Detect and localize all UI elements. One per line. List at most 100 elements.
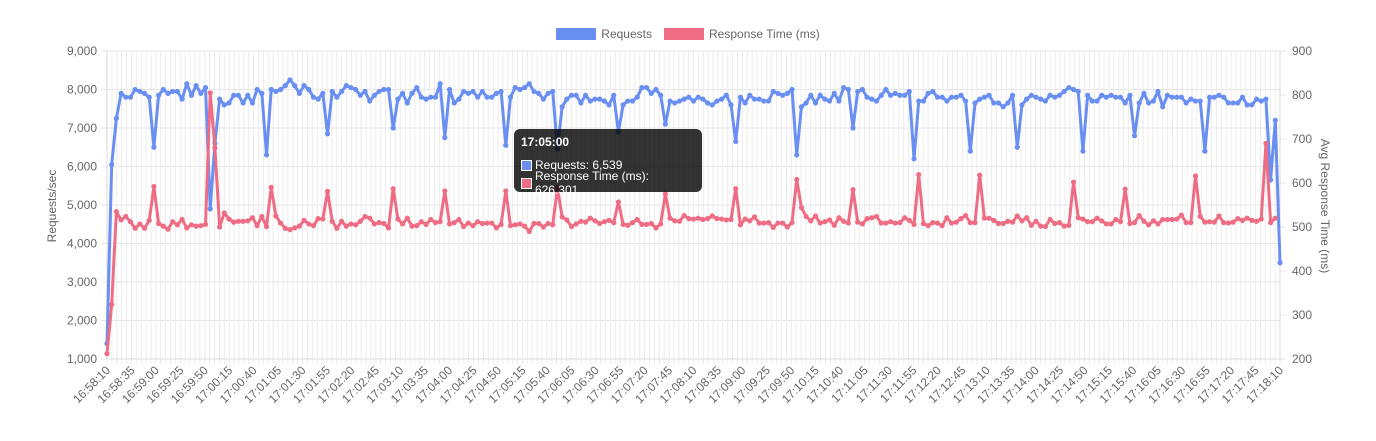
point-response-time xyxy=(207,90,213,96)
point-requests xyxy=(883,86,889,93)
point-response-time xyxy=(794,176,800,183)
point-response-time xyxy=(503,188,509,194)
point-requests xyxy=(1089,98,1095,104)
point-requests xyxy=(1033,94,1039,100)
point-response-time xyxy=(428,216,434,223)
point-response-time xyxy=(1056,220,1063,226)
point-response-time xyxy=(113,209,119,215)
point-response-time xyxy=(1150,218,1156,224)
point-requests xyxy=(531,88,537,95)
point-response-time xyxy=(995,220,1002,227)
point-response-time xyxy=(362,213,368,220)
point-response-time xyxy=(1146,222,1152,228)
point-requests xyxy=(953,94,959,100)
point-requests xyxy=(385,86,392,93)
point-response-time xyxy=(601,219,607,225)
point-requests xyxy=(484,94,490,100)
point-requests xyxy=(948,94,955,100)
point-response-time xyxy=(620,221,626,227)
point-response-time xyxy=(1188,220,1194,226)
point-response-time xyxy=(733,186,739,192)
legend-item-requests[interactable]: Requests xyxy=(556,27,652,41)
point-requests xyxy=(977,96,983,102)
point-requests xyxy=(695,94,701,100)
point-requests xyxy=(568,92,575,98)
point-response-time xyxy=(1183,220,1189,226)
point-requests xyxy=(141,90,148,96)
point-response-time xyxy=(531,220,537,227)
point-response-time xyxy=(770,224,776,231)
point-requests xyxy=(873,98,880,104)
point-requests xyxy=(249,100,256,106)
point-requests xyxy=(1005,100,1011,106)
point-requests xyxy=(1019,102,1025,108)
point-response-time xyxy=(934,220,941,226)
point-requests xyxy=(367,98,373,104)
point-response-time xyxy=(484,220,490,226)
point-requests xyxy=(1009,92,1016,98)
point-requests xyxy=(1244,102,1250,108)
point-requests xyxy=(963,98,969,104)
point-response-time xyxy=(334,225,340,231)
point-response-time xyxy=(118,217,124,223)
point-requests xyxy=(470,88,476,95)
point-requests xyxy=(676,98,683,104)
point-response-time xyxy=(742,216,748,222)
point-requests xyxy=(761,98,767,104)
point-response-time xyxy=(390,186,396,192)
point-requests xyxy=(1113,94,1119,100)
point-response-time xyxy=(597,220,603,227)
point-requests xyxy=(376,88,382,95)
point-response-time xyxy=(310,223,317,229)
point-requests xyxy=(1122,100,1128,106)
point-response-time xyxy=(1122,186,1128,192)
point-response-time xyxy=(475,219,481,225)
point-response-time xyxy=(517,221,523,227)
point-response-time xyxy=(226,216,232,222)
point-requests xyxy=(1042,98,1048,104)
point-response-time xyxy=(911,221,917,227)
y-tick-label: 1,000 xyxy=(67,352,97,366)
legend-item-response-time[interactable]: Response Time (ms) xyxy=(664,27,820,41)
point-response-time xyxy=(202,221,209,227)
point-response-time xyxy=(287,227,293,233)
point-requests xyxy=(118,90,124,96)
point-requests xyxy=(855,88,861,95)
point-requests xyxy=(371,92,378,98)
point-response-time xyxy=(948,220,955,226)
point-response-time xyxy=(409,223,415,229)
point-response-time xyxy=(653,225,659,231)
point-response-time xyxy=(1000,220,1006,227)
point-requests xyxy=(188,92,195,98)
point-requests xyxy=(864,94,870,100)
point-requests xyxy=(428,94,434,100)
point-requests xyxy=(306,86,312,93)
point-response-time xyxy=(887,219,894,225)
point-requests xyxy=(146,94,152,100)
point-response-time xyxy=(747,218,753,224)
y-tick-label: 4,000 xyxy=(67,237,97,251)
point-requests xyxy=(981,94,988,100)
point-requests xyxy=(756,96,762,102)
point-response-time xyxy=(672,218,678,224)
point-response-time xyxy=(812,213,819,219)
point-response-time xyxy=(493,225,500,231)
point-response-time xyxy=(1089,219,1095,225)
point-response-time xyxy=(1174,216,1180,222)
point-response-time xyxy=(789,220,795,226)
point-response-time xyxy=(751,214,758,220)
point-requests xyxy=(995,100,1002,106)
point-requests xyxy=(465,90,471,96)
point-requests xyxy=(625,98,631,104)
point-requests xyxy=(446,86,453,93)
point-response-time xyxy=(353,222,359,228)
point-requests xyxy=(639,84,645,91)
point-requests xyxy=(803,100,809,106)
tooltip-row-response-time: Response Time (ms): 626.301 xyxy=(521,169,695,197)
point-response-time xyxy=(1014,213,1020,219)
point-response-time xyxy=(540,224,546,230)
point-response-time xyxy=(939,223,945,229)
point-requests xyxy=(841,84,847,91)
point-response-time xyxy=(1024,215,1030,221)
point-response-time xyxy=(193,223,199,229)
